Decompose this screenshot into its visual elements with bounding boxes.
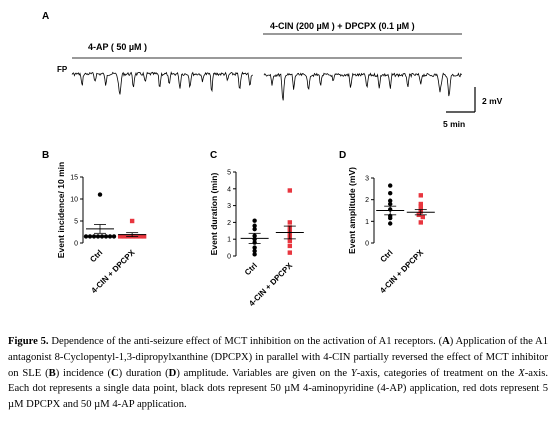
y-tick-label: 2 xyxy=(365,197,369,204)
field-potential-trace-4cin xyxy=(263,72,462,101)
data-point-treatment xyxy=(287,238,293,244)
caption-ref-y: Y xyxy=(350,367,357,379)
y-axis-label: Event incidence/ 10 min xyxy=(56,162,66,258)
data-point-ctrl xyxy=(95,234,101,239)
field-potential-trace-4ap xyxy=(71,71,253,95)
y-tick-label: 3 xyxy=(227,203,231,210)
data-point-treatment xyxy=(418,203,423,209)
y-tick-label: 10 xyxy=(70,197,78,204)
data-point-ctrl xyxy=(388,201,393,207)
panel-letter: D xyxy=(339,150,346,161)
data-point-ctrl xyxy=(252,248,257,254)
data-point-ctrl xyxy=(388,221,393,226)
data-point-ctrl xyxy=(252,223,257,228)
scale-bar-time-label: 5 min xyxy=(443,119,465,129)
data-point-ctrl xyxy=(252,252,257,257)
y-tick-label: 15 xyxy=(70,175,78,182)
data-point-ctrl xyxy=(388,183,393,188)
data-point-ctrl xyxy=(99,234,105,239)
caption-text-1: Dependence of the anti-seizure effect of… xyxy=(48,336,443,347)
data-point-treatment xyxy=(141,234,147,239)
data-point-treatment xyxy=(129,218,135,224)
data-point-treatment xyxy=(418,193,423,198)
y-tick-label: 4 xyxy=(227,186,231,193)
scale-bar-voltage-label: 2 mV xyxy=(482,96,503,106)
caption-text-2: ) Application of the A1 antagonist 8-Cyc… xyxy=(8,336,549,379)
data-point-treatment xyxy=(117,234,123,239)
caption-text-3: ) incidence ( xyxy=(55,367,111,379)
data-point-ctrl xyxy=(83,234,89,239)
y-tick-label: 0 xyxy=(74,241,78,248)
data-point-ctrl xyxy=(107,234,113,239)
data-point-ctrl xyxy=(252,245,257,250)
category-label: Ctrl xyxy=(243,261,259,277)
data-point-ctrl xyxy=(388,198,393,203)
caption-lead: Figure 5. xyxy=(8,336,49,347)
data-point-ctrl xyxy=(111,234,117,239)
y-tick-label: 5 xyxy=(227,170,231,177)
panel-a: A 4-AP ( 50 µM ) 4-CIN (200 µM ) + DPCPX… xyxy=(42,11,503,129)
data-point-ctrl xyxy=(97,192,103,197)
data-point-treatment xyxy=(137,234,143,239)
data-point-treatment xyxy=(121,234,127,239)
treatment-bar-4ap-label: 4-AP ( 50 µM ) xyxy=(88,42,147,52)
y-tick-label: 2 xyxy=(227,220,231,227)
panel-letter: C xyxy=(210,150,217,161)
data-point-treatment xyxy=(287,243,293,249)
caption-ref-c: C xyxy=(110,367,119,379)
category-label: Ctrl xyxy=(88,248,104,264)
y-axis-label: Event duration (min) xyxy=(209,173,219,256)
panel-a-label: A xyxy=(42,11,49,22)
y-tick-label: 1 xyxy=(365,219,369,226)
y-tick-label: 0 xyxy=(227,254,231,261)
figure: A 4-AP ( 50 µM ) 4-CIN (200 µM ) + DPCPX… xyxy=(42,11,503,308)
data-point-treatment xyxy=(287,250,293,255)
data-point-ctrl xyxy=(252,226,257,232)
trace-label-fp: FP xyxy=(57,65,68,74)
caption-ref-b: B xyxy=(48,367,56,379)
data-point-ctrl xyxy=(91,234,97,239)
treatment-bar-4cin-label: 4-CIN (200 µM ) + DPCPX (0.1 µM ) xyxy=(270,21,415,31)
caption-ref-x: X xyxy=(518,367,525,379)
caption-text-4: ) duration ( xyxy=(118,367,169,379)
caption-ref-d: D xyxy=(168,367,177,379)
category-label: Ctrl xyxy=(379,248,395,264)
y-axis-label: Event amplitude (mV) xyxy=(347,167,357,254)
y-tick-label: 3 xyxy=(365,176,369,183)
data-point-treatment xyxy=(287,220,293,225)
data-point-treatment xyxy=(420,214,425,220)
y-tick-label: 1 xyxy=(227,237,231,244)
data-point-ctrl xyxy=(252,218,257,223)
figure-caption: Figure 5. Dependence of the anti-seizure… xyxy=(8,334,548,413)
data-point-ctrl xyxy=(388,190,393,196)
data-point-ctrl xyxy=(87,234,93,239)
data-point-treatment xyxy=(287,188,293,193)
caption-ref-a: A xyxy=(442,336,450,347)
data-point-treatment xyxy=(418,220,423,225)
panel-letter: B xyxy=(42,150,49,161)
data-point-ctrl xyxy=(103,234,109,239)
caption-text-5: ) amplitude. Variables are given on the xyxy=(176,367,351,379)
caption-text-7: -axis. Each dot represents a single data… xyxy=(8,367,548,411)
y-tick-label: 0 xyxy=(365,241,369,248)
data-point-ctrl xyxy=(388,215,393,221)
y-tick-label: 5 xyxy=(74,219,78,226)
caption-text-6: -axis, categories of treatment on the xyxy=(356,367,519,379)
